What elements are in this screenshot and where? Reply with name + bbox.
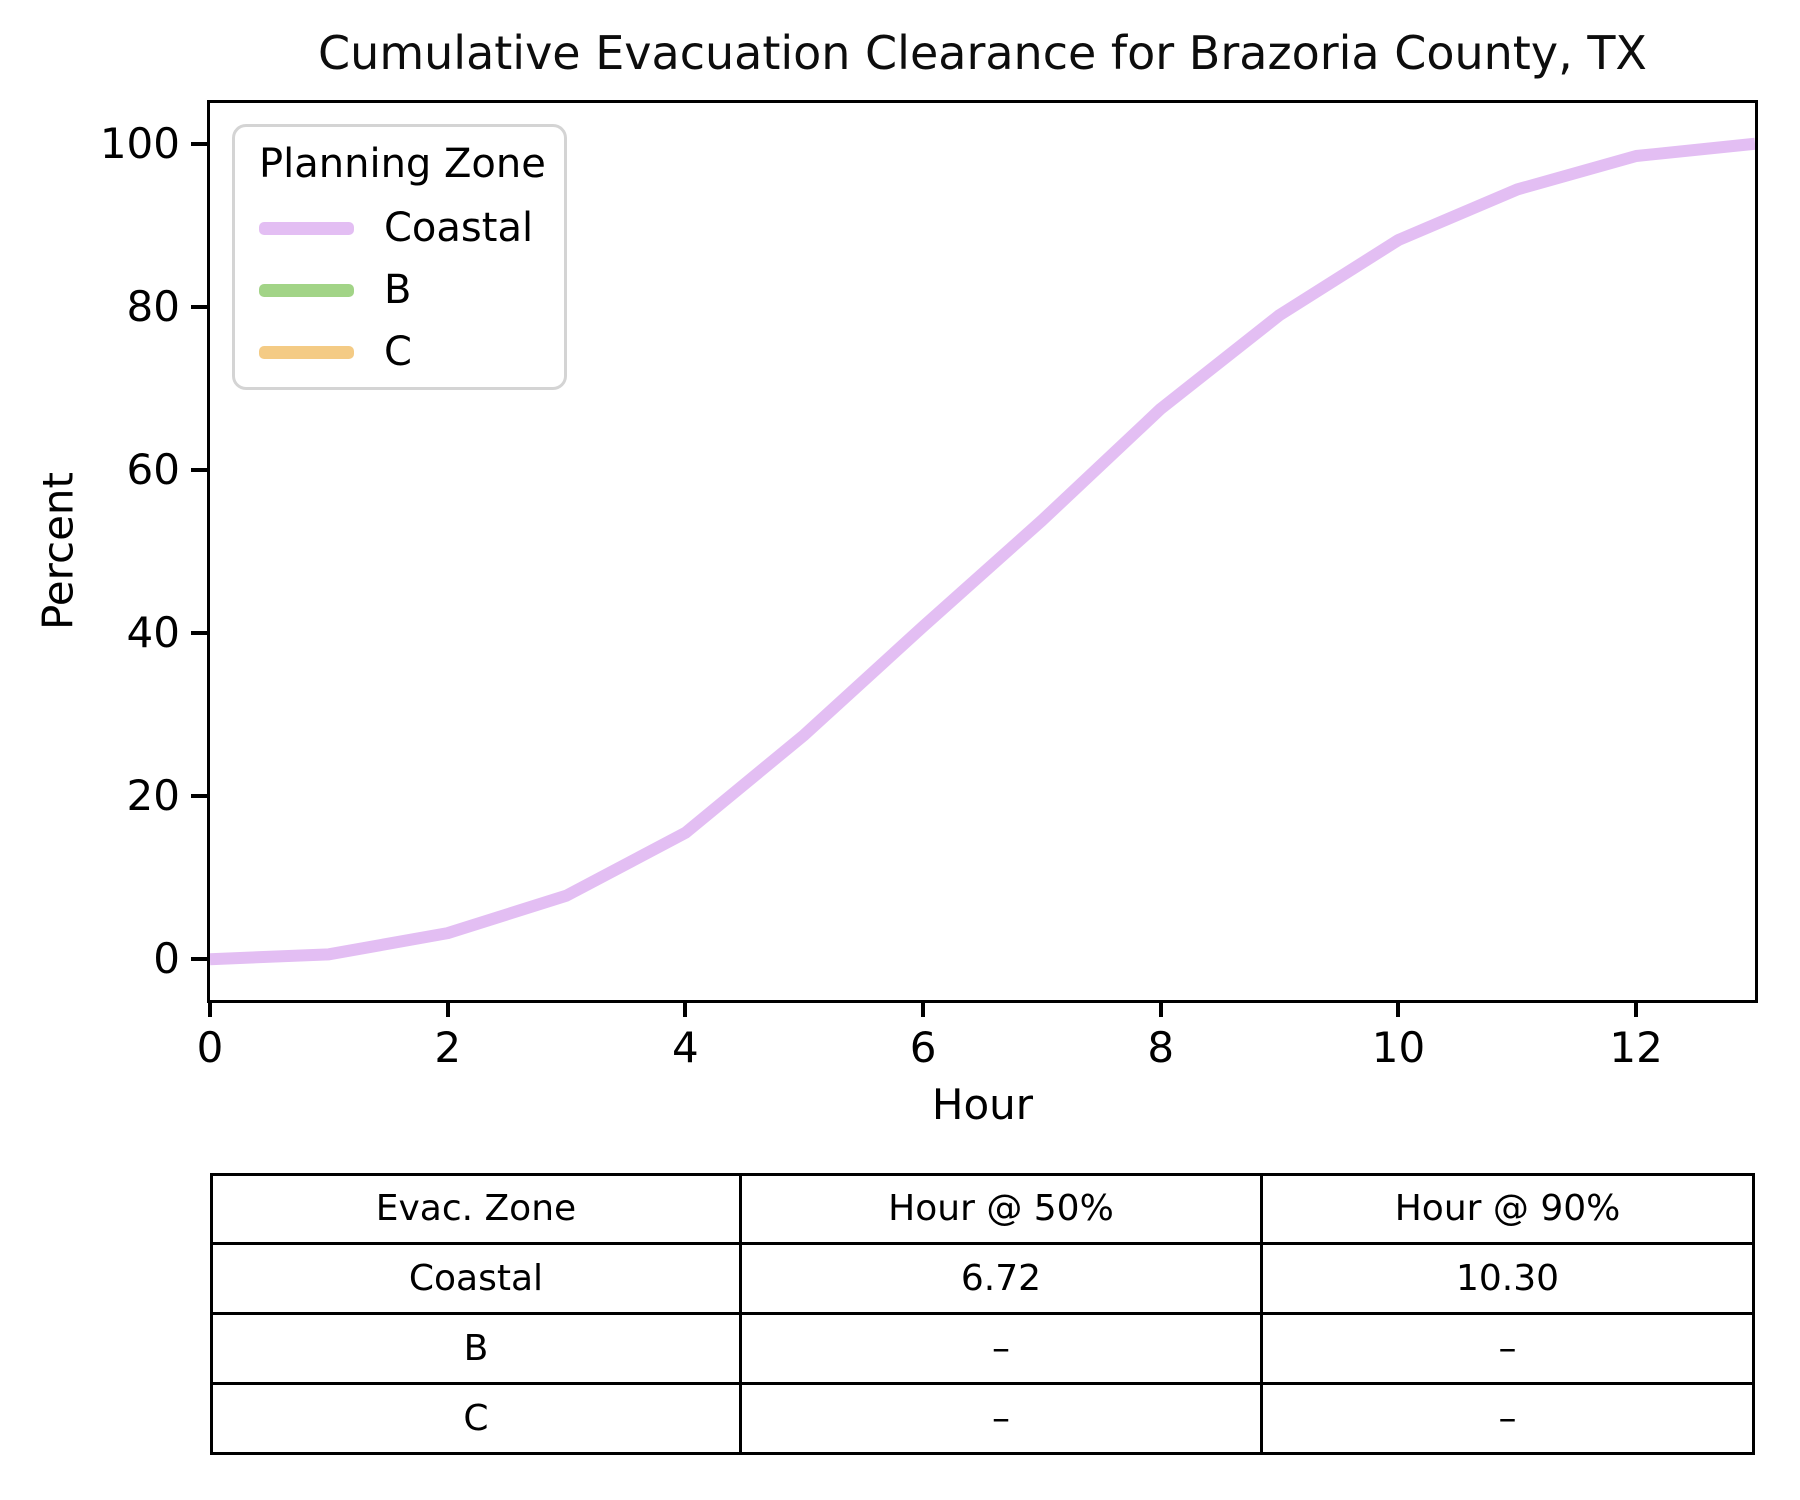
x-tick-label: 8 — [1147, 1023, 1175, 1072]
table-cell: – — [1260, 1312, 1755, 1385]
x-tick-label: 6 — [909, 1023, 937, 1072]
x-tick-label: 4 — [672, 1023, 699, 1072]
y-tick-mark — [191, 467, 207, 472]
legend-label: C — [384, 329, 412, 375]
y-tick-label: 100 — [99, 118, 180, 168]
legend-entry-c: C — [259, 321, 564, 383]
table-cell: Evac. Zone — [210, 1173, 742, 1245]
table-cell: 6.72 — [738, 1242, 1264, 1315]
x-tick-mark — [1158, 1001, 1163, 1017]
x-tick-mark — [208, 1001, 212, 1017]
x-tick-mark — [1634, 1001, 1639, 1017]
chart-title: Cumulative Evacuation Clearance for Braz… — [318, 26, 1647, 80]
table-header-row: Evac. Zone Hour @ 50% Hour @ 90% — [210, 1173, 1755, 1245]
x-tick-label: 10 — [1371, 1023, 1426, 1072]
x-tick-label: 0 — [196, 1023, 224, 1072]
legend-swatch-coastal — [259, 221, 354, 235]
legend-entry-b: B — [259, 259, 564, 321]
table-cell: Coastal — [210, 1242, 742, 1315]
table-cell: – — [738, 1382, 1264, 1455]
table-row-b: B – – — [210, 1312, 1755, 1385]
legend-label: B — [384, 267, 412, 313]
x-axis-label: Hour — [931, 1080, 1034, 1129]
legend-title: Planning Zone — [259, 141, 546, 187]
table-cell: – — [1260, 1382, 1755, 1455]
y-axis-label: Percent — [33, 471, 83, 631]
x-tick-mark — [1396, 1001, 1401, 1017]
table-cell: C — [210, 1382, 742, 1455]
legend-label: Coastal — [384, 205, 534, 251]
legend: Planning Zone Coastal B C — [232, 124, 567, 390]
y-tick-mark — [191, 304, 207, 309]
x-tick-label: 2 — [434, 1023, 462, 1072]
plot-area: 0 20 40 60 80 100 0 2 4 6 8 10 12 Planning Zone Coas… — [100, 100, 1758, 1069]
table-row-coastal: Coastal 6.72 10.30 — [210, 1242, 1755, 1315]
x-tick-label: 12 — [1609, 1023, 1663, 1072]
y-tick-label: 40 — [126, 608, 180, 658]
x-tick-mark — [921, 1001, 926, 1017]
y-tick-mark — [191, 794, 207, 799]
table-cell: Hour @ 90% — [1260, 1173, 1755, 1245]
y-tick-label: 0 — [153, 934, 180, 984]
y-tick-label: 60 — [126, 444, 180, 494]
y-tick-mark — [191, 631, 207, 636]
x-tick-mark — [683, 1001, 688, 1017]
legend-entries: Coastal B C — [259, 197, 564, 383]
table-row-c: C – – — [210, 1382, 1755, 1455]
y-tick-mark — [191, 141, 207, 146]
series-line-coastal — [209, 137, 1756, 966]
y-tick-mark — [191, 957, 207, 962]
coastal-clearance-curve — [209, 137, 1756, 966]
summary-table: Evac. Zone Hour @ 50% Hour @ 90% Coastal 6.7… — [210, 1173, 1755, 1455]
x-tick-mark — [445, 1001, 450, 1017]
legend-entry-coastal: Coastal — [259, 197, 564, 259]
legend-swatch-b — [259, 283, 354, 297]
table-cell: 10.30 — [1260, 1242, 1755, 1315]
table-cell: B — [210, 1312, 742, 1385]
legend-swatch-c — [259, 345, 354, 359]
table-cell: Hour @ 50% — [738, 1173, 1264, 1245]
table-cell: – — [738, 1312, 1264, 1385]
y-tick-label: 20 — [126, 771, 180, 821]
y-tick-label: 80 — [126, 281, 180, 331]
